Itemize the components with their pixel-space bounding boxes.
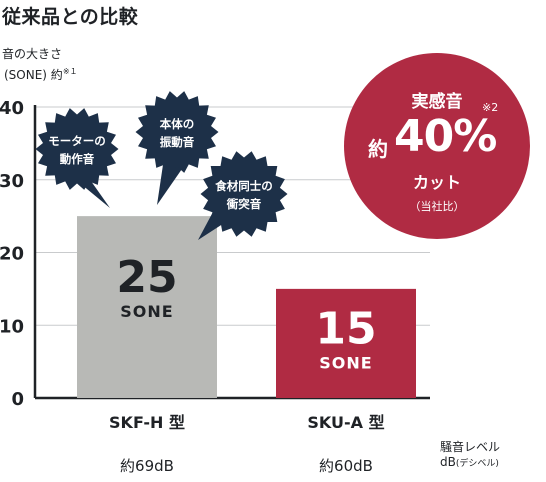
db-label-sku: 約60dB bbox=[319, 457, 373, 475]
speech-bubble-line1: 食材同士の bbox=[215, 179, 273, 193]
x-tick-label-skf: SKF-H 型 bbox=[109, 413, 185, 432]
y-axis-label: 音の大きさ (SONE) 約※１ bbox=[2, 46, 78, 84]
y-tick-label: 30 bbox=[0, 171, 24, 192]
speech-bubble bbox=[200, 151, 288, 237]
db-label-skf: 約69dB bbox=[120, 457, 174, 475]
speech-bubble bbox=[135, 91, 219, 173]
callout-line1: 実感音 bbox=[411, 92, 463, 112]
data-label-unit: SONE bbox=[319, 353, 372, 372]
speech-bubble bbox=[35, 108, 119, 190]
y-axis-label-line1: 音の大きさ bbox=[2, 47, 63, 61]
callout-prefix: 約 bbox=[368, 137, 388, 161]
bar-2 bbox=[276, 288, 416, 398]
noise-level-unit: dB bbox=[440, 455, 456, 469]
speech-bubble-line2: 振動音 bbox=[160, 135, 195, 149]
noise-level-unit-reading: (デシベル) bbox=[455, 459, 499, 469]
callout-line4: （当社比） bbox=[409, 200, 465, 213]
speech-bubble-tail bbox=[157, 158, 184, 205]
y-tick-label: 40 bbox=[0, 98, 24, 119]
callout-percent: 40% bbox=[394, 111, 497, 162]
data-label-unit: SONE bbox=[120, 302, 173, 321]
bar-1 bbox=[77, 216, 217, 398]
x-tick-label-sku: SKU-A 型 bbox=[307, 413, 385, 432]
y-tick-label: 20 bbox=[0, 244, 24, 265]
y-axis-label-line2: (SONE) 約 bbox=[4, 68, 63, 82]
callout-note: ※2 bbox=[482, 101, 499, 114]
reduction-callout: 実感音 ※2 約 40% カット （当社比） bbox=[344, 53, 530, 239]
speech-bubble-line1: モーターの bbox=[48, 134, 106, 148]
data-label-value: 15 bbox=[315, 303, 376, 354]
noise-level-label: 騒音レベル bbox=[440, 440, 501, 454]
data-label-value: 25 bbox=[116, 252, 177, 303]
y-axis-note: ※１ bbox=[62, 67, 78, 76]
y-tick-label: 10 bbox=[0, 316, 24, 337]
y-tick-label: 0 bbox=[11, 389, 24, 410]
speech-bubble-line2: 動作音 bbox=[60, 152, 95, 166]
page-title: 従来品との比較 bbox=[2, 6, 139, 28]
speech-bubble-line1: 本体の bbox=[160, 117, 195, 131]
speech-bubble-line2: 衝突音 bbox=[226, 197, 262, 211]
noise-level-note: 騒音レベル dB(デシベル) bbox=[440, 440, 500, 472]
callout-line3: カット bbox=[412, 173, 461, 192]
